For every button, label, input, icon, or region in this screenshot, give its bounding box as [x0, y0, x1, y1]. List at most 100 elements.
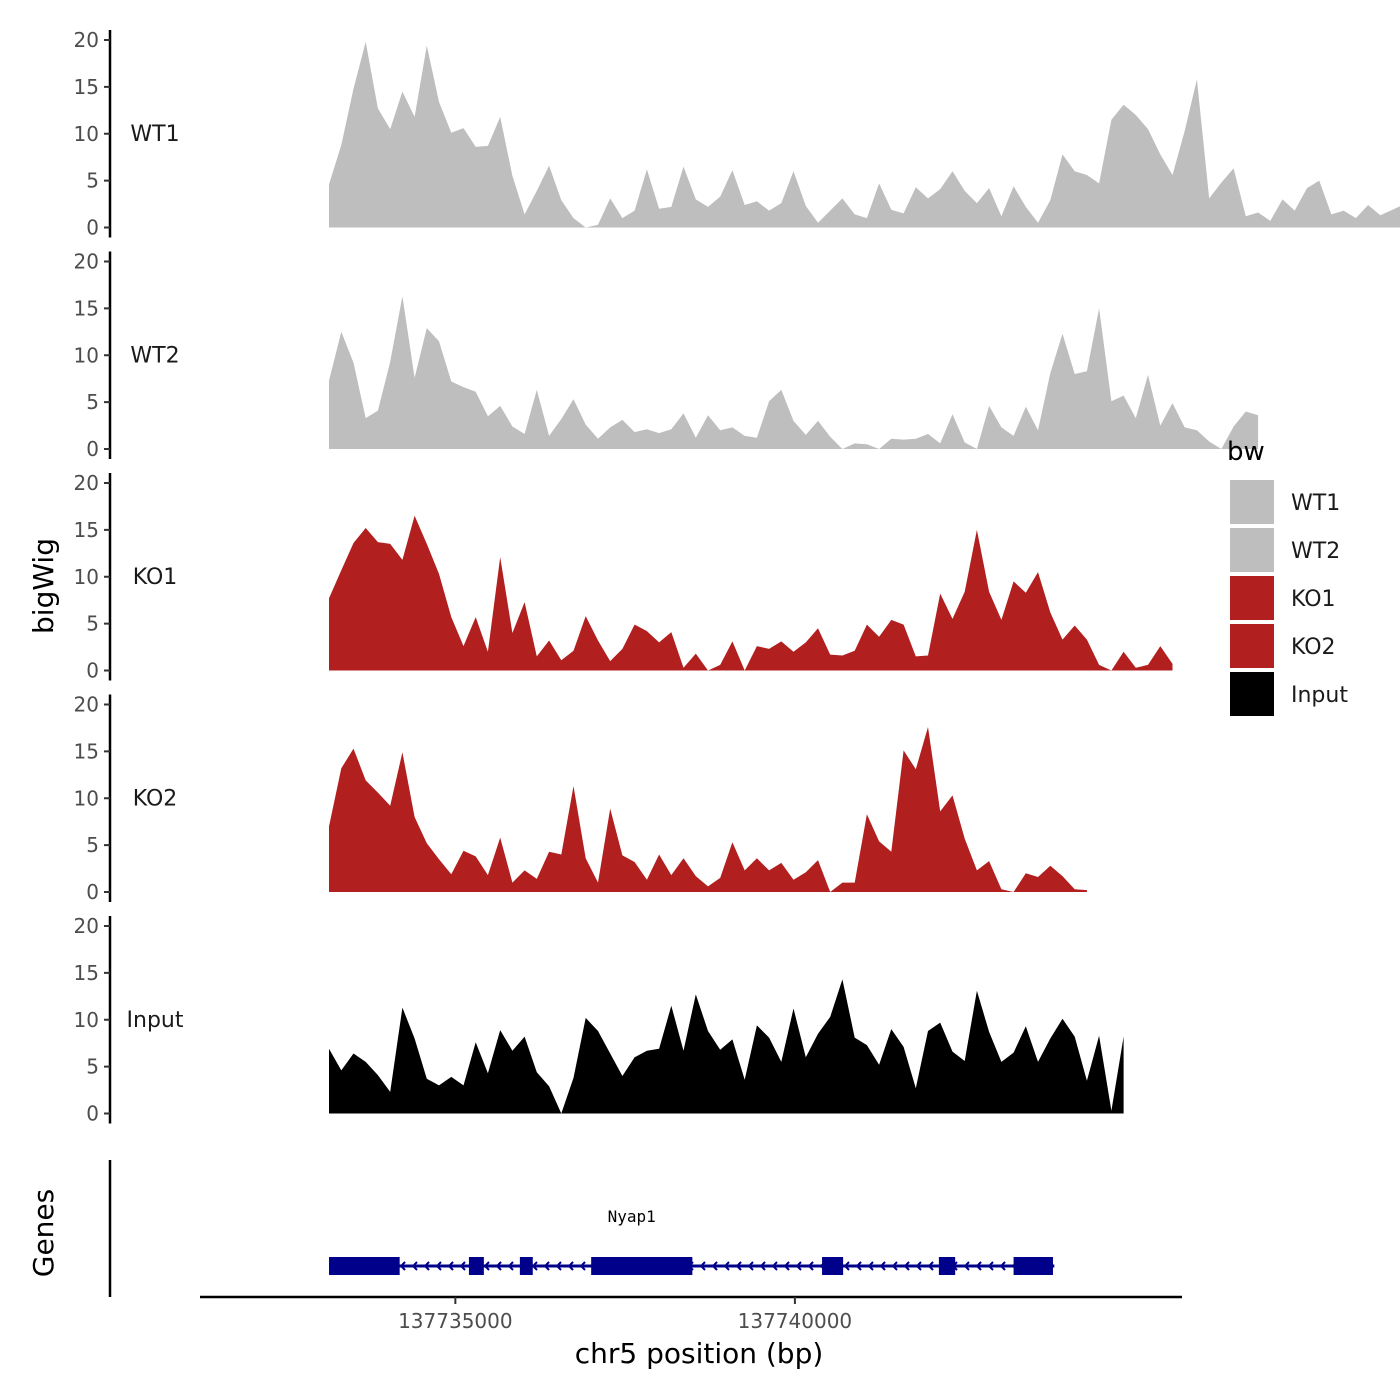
area-input	[329, 979, 1124, 1114]
x-axis: 137735000 137740000	[200, 1295, 1182, 1333]
legend-swatch-wt1	[1230, 480, 1274, 524]
gene-exon	[1013, 1257, 1053, 1275]
y-tick-label: 20	[74, 914, 99, 938]
area-wt1	[329, 41, 1400, 228]
strand-arrow	[531, 1261, 538, 1271]
strand-arrow	[891, 1261, 898, 1271]
track-ko1: 0 5 10 15 20 KO1	[74, 471, 1173, 683]
legend-label-wt2: WT2	[1291, 539, 1340, 564]
legend-swatch-ko2	[1230, 624, 1274, 668]
track-wt2: 0 5 10 15 20 WT2	[74, 250, 1259, 461]
track-wt1: 0 5 10 15 20 WT1	[74, 28, 1400, 240]
strand-arrow	[399, 1261, 406, 1271]
strand-arrow	[975, 1261, 982, 1271]
y-tick-label: 5	[86, 1055, 99, 1079]
y-tick-label: 10	[74, 1008, 99, 1032]
track-input: 0 5 10 15 20 Input	[74, 914, 1124, 1126]
y-tick-label: 5	[86, 833, 99, 857]
legend-swatch-input	[1230, 672, 1274, 716]
strand-arrow	[507, 1261, 514, 1271]
strand-arrow	[579, 1261, 586, 1271]
strand-arrow	[963, 1261, 970, 1271]
x-tick-label: 137740000	[738, 1309, 853, 1333]
legend-label-ko1: KO1	[1291, 587, 1336, 612]
track-label: KO1	[133, 565, 178, 590]
strand-arrow	[747, 1261, 754, 1271]
strand-arrow	[735, 1261, 742, 1271]
strand-arrow	[783, 1261, 790, 1271]
legend: bw WT1 WT2 KO1 KO2 Input	[1227, 437, 1348, 716]
strand-arrow	[567, 1261, 574, 1271]
y-tick-label: 10	[74, 565, 99, 589]
y-tick-label: 15	[74, 961, 99, 985]
y-tick-label: 20	[74, 28, 99, 52]
strand-arrow	[915, 1261, 922, 1271]
strand-arrow	[543, 1261, 550, 1271]
y-tick-label: 20	[74, 250, 99, 274]
strand-arrow	[867, 1261, 874, 1271]
strand-arrow	[723, 1261, 730, 1271]
y-tick-label: 15	[74, 739, 99, 763]
y-tick-label: 15	[74, 75, 99, 99]
y-tick-label: 10	[74, 122, 99, 146]
strand-arrow	[411, 1261, 418, 1271]
y-tick-label: 10	[74, 786, 99, 810]
y-tick-label: 0	[86, 1102, 99, 1126]
y-tick-label: 5	[86, 612, 99, 636]
strand-arrow	[807, 1261, 814, 1271]
strand-arrow	[879, 1261, 886, 1271]
strand-arrow	[927, 1261, 934, 1271]
y-axis-title: bigWig	[27, 538, 60, 634]
gene-exon	[822, 1257, 844, 1275]
strand-arrow	[483, 1261, 490, 1271]
strand-arrow	[843, 1261, 850, 1271]
strand-arrow	[423, 1261, 430, 1271]
gene-exon	[468, 1257, 484, 1275]
track-label: KO2	[133, 787, 178, 812]
strand-arrow	[771, 1261, 778, 1271]
strand-arrow	[987, 1261, 994, 1271]
y-tick-label: 5	[86, 169, 99, 193]
track-label: WT2	[130, 344, 179, 369]
gene-exon	[591, 1257, 693, 1275]
area-ko2	[329, 727, 1087, 892]
legend-label-ko2: KO2	[1291, 635, 1336, 660]
x-tick-label: 137735000	[398, 1309, 513, 1333]
gene-exon	[519, 1257, 533, 1275]
y-tick-label: 0	[86, 216, 99, 240]
strand-arrow	[495, 1261, 502, 1271]
strand-arrow	[999, 1261, 1006, 1271]
y-tick-label: 15	[74, 518, 99, 542]
y-tick-label: 15	[74, 296, 99, 320]
y-tick-label: 5	[86, 390, 99, 414]
strand-arrow	[447, 1261, 454, 1271]
track-label: WT1	[130, 122, 179, 147]
tracks-layer: 0 5 10 15 20 WT1 0 5 10 15 20 WT2 0 5 10 15 20 KO1 0 5 10 15 2…	[74, 28, 1400, 1126]
y-tick-label: 0	[86, 437, 99, 461]
legend-title: bw	[1227, 437, 1265, 467]
legend-swatch-ko1	[1230, 576, 1274, 620]
strand-arrow	[699, 1261, 706, 1271]
y-tick-label: 20	[74, 471, 99, 495]
legend-swatch-wt2	[1230, 528, 1274, 572]
legend-label-wt1: WT1	[1291, 491, 1340, 516]
strand-arrow	[795, 1261, 802, 1271]
strand-arrow	[759, 1261, 766, 1271]
x-axis-title: chr5 position (bp)	[575, 1337, 824, 1370]
gene-exon	[329, 1257, 400, 1275]
strand-arrow	[435, 1261, 442, 1271]
y-tick-label: 10	[74, 343, 99, 367]
gene-exon	[938, 1257, 956, 1275]
genes-axis-title: Genes	[27, 1189, 60, 1277]
area-ko1	[329, 515, 1173, 671]
y-tick-label: 20	[74, 693, 99, 717]
strand-arrow	[903, 1261, 910, 1271]
strand-arrow	[855, 1261, 862, 1271]
area-wt2	[329, 296, 1259, 449]
strand-arrow	[555, 1261, 562, 1271]
y-tick-label: 0	[86, 880, 99, 904]
legend-label-input: Input	[1291, 683, 1348, 708]
gene-track: Nyap1	[108, 1160, 1055, 1297]
track-ko2: 0 5 10 15 20 KO2	[74, 693, 1087, 904]
